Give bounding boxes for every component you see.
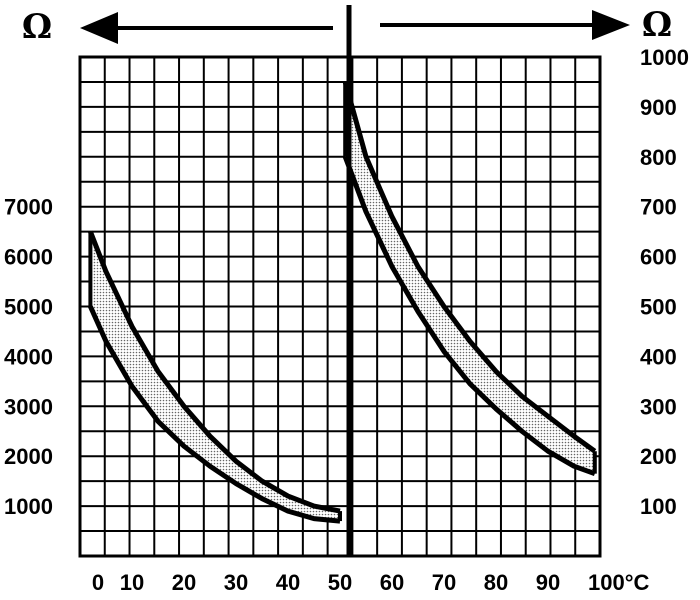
x-tick-label: 20 xyxy=(172,570,196,595)
resistance-curves xyxy=(88,81,597,524)
x-tick-label: 90 xyxy=(536,570,560,595)
x-axis-ticks: 0 10 20 30 40 50 60 70 80 90 100°C xyxy=(92,570,650,595)
chart-grid xyxy=(78,55,602,558)
left-unit-label: Ω xyxy=(22,7,52,47)
x-tick-label: 70 xyxy=(432,570,456,595)
left-y-tick-label: 6000 xyxy=(4,245,53,270)
left-y-tick-label: 7000 xyxy=(4,195,53,220)
right-y-tick-label: 300 xyxy=(640,394,677,419)
right-y-tick-label: 200 xyxy=(640,444,677,469)
x-tick-label: 80 xyxy=(484,570,508,595)
right-y-tick-label: 900 xyxy=(640,95,677,120)
left-y-axis-ticks: 7000 6000 5000 4000 3000 2000 1000 xyxy=(4,195,53,519)
x-tick-label: 30 xyxy=(224,570,248,595)
right-lower-curve xyxy=(342,155,596,477)
right-y-tick-label: 800 xyxy=(640,145,677,170)
left-upper-curve xyxy=(88,230,341,514)
right-y-tick-label: 1000 xyxy=(640,45,689,70)
right-y-tick-label: 500 xyxy=(640,295,677,320)
right-y-tick-label: 600 xyxy=(640,245,677,270)
left-lower-curve xyxy=(88,305,341,524)
left-y-tick-label: 4000 xyxy=(4,344,53,369)
x-tick-label: 60 xyxy=(380,570,404,595)
left-arrow xyxy=(80,12,333,44)
x-tick-label: 100°C xyxy=(588,570,650,595)
left-y-tick-label: 5000 xyxy=(4,295,53,320)
x-tick-label: 10 xyxy=(120,570,144,595)
right-unit-label: Ω xyxy=(642,5,672,45)
x-tick-label: 0 xyxy=(92,570,104,595)
right-y-tick-label: 700 xyxy=(640,195,677,220)
x-tick-label: 50 xyxy=(328,570,352,595)
left-y-tick-label: 2000 xyxy=(4,444,53,469)
right-y-axis-ticks: 1000 900 800 700 600 500 400 300 200 100 xyxy=(640,45,689,519)
right-upper-curve xyxy=(342,81,597,454)
right-y-tick-label: 100 xyxy=(640,494,677,519)
right-y-tick-label: 400 xyxy=(640,344,677,369)
x-tick-label: 40 xyxy=(276,570,300,595)
left-y-tick-label: 1000 xyxy=(4,494,53,519)
right-arrow xyxy=(380,10,630,40)
left-tolerance-band xyxy=(90,231,341,522)
left-y-tick-label: 3000 xyxy=(4,394,53,419)
